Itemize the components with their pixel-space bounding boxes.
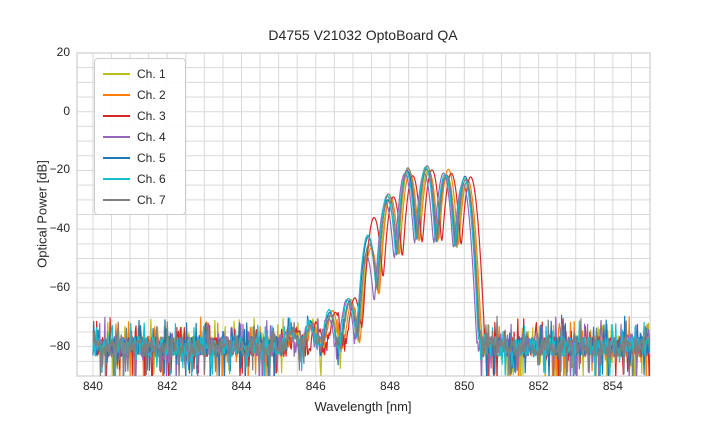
legend-entry-ch-1: Ch. 1 xyxy=(103,63,185,84)
chart-title: D4755 V21032 OptoBoard QA xyxy=(268,27,458,43)
legend-label: Ch. 4 xyxy=(137,129,166,144)
x-tick-label: 840 xyxy=(82,379,103,393)
legend-line-sample xyxy=(103,135,130,138)
legend-label: Ch. 5 xyxy=(137,150,166,165)
legend-entry-ch-6: Ch. 6 xyxy=(103,168,185,189)
legend-entry-ch-7: Ch. 7 xyxy=(103,189,185,210)
legend-label: Ch. 7 xyxy=(137,192,166,207)
plot-frame xyxy=(76,52,651,377)
y-tick-label: −20 xyxy=(49,162,70,177)
legend-entry-ch-3: Ch. 3 xyxy=(103,105,185,126)
x-tick-label: 850 xyxy=(454,379,475,393)
x-tick-label: 848 xyxy=(380,379,401,393)
series-line-ch-7 xyxy=(92,165,650,376)
legend-line-sample xyxy=(103,177,130,180)
legend-line-sample xyxy=(103,198,130,201)
y-tick-label: −40 xyxy=(49,221,70,236)
y-tick-label: −60 xyxy=(49,279,70,294)
legend-label: Ch. 2 xyxy=(137,87,166,102)
x-axis-label: Wavelength [nm] xyxy=(314,399,412,414)
legend-line-sample xyxy=(103,114,130,117)
spectrum-curves xyxy=(92,165,650,376)
legend-label: Ch. 3 xyxy=(137,108,166,123)
x-tick-label: 842 xyxy=(157,379,178,393)
x-tick-label: 852 xyxy=(528,379,549,393)
x-tick-label: 854 xyxy=(602,379,623,393)
y-tick-label: 20 xyxy=(56,45,70,59)
legend-label: Ch. 1 xyxy=(137,66,166,81)
x-tick-label: 844 xyxy=(231,379,252,393)
legend-entry-ch-5: Ch. 5 xyxy=(103,147,185,168)
y-tick-label: −80 xyxy=(49,338,70,353)
legend: Ch. 1 Ch. 2 Ch. 3 Ch. 4 Ch. 5 Ch. 6 Ch. 7 xyxy=(94,58,186,215)
y-tick-label: 0 xyxy=(63,103,70,118)
legend-line-sample xyxy=(103,72,130,75)
legend-label: Ch. 6 xyxy=(137,171,166,186)
legend-entry-ch-2: Ch. 2 xyxy=(103,84,185,105)
x-tick-label: 846 xyxy=(305,379,326,393)
legend-line-sample xyxy=(103,93,130,96)
legend-line-sample xyxy=(103,156,130,159)
legend-entry-ch-4: Ch. 4 xyxy=(103,126,185,147)
